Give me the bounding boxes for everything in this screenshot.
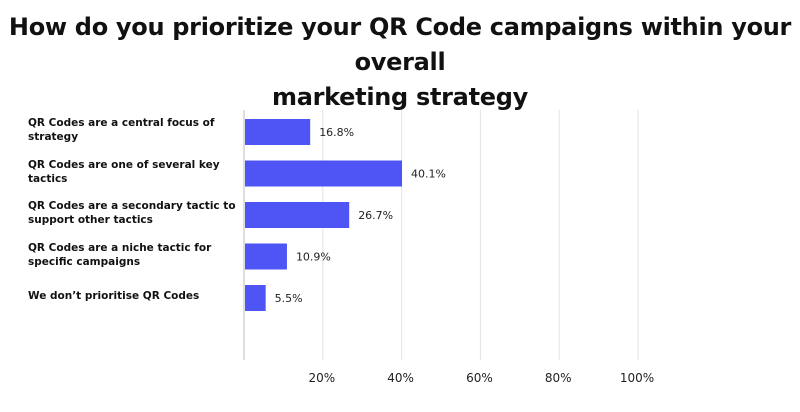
x-tick-label: 60%: [466, 371, 493, 385]
bar: [245, 285, 266, 311]
bar: [245, 202, 350, 228]
chart-title-line-2: marketing strategy: [272, 83, 528, 111]
bar: [245, 243, 287, 270]
category-label: QR Codes are a secondary tactic to suppo…: [28, 200, 236, 226]
category-label: QR Codes are a niche tactic for specific…: [28, 241, 212, 268]
bar: [245, 160, 402, 187]
data-label: 5.5%: [275, 292, 303, 305]
x-tick-label: 40%: [387, 371, 414, 385]
bar: [245, 119, 311, 145]
x-tick-label: 80%: [545, 371, 572, 385]
data-label: 16.8%: [319, 126, 354, 139]
x-tick-label: 100%: [620, 371, 654, 385]
x-tick-label: 20%: [308, 371, 335, 385]
category-label: QR Codes are a central focus of strategy: [28, 117, 215, 143]
category-label: We don’t prioritise QR Codes: [28, 290, 200, 302]
data-label: 26.7%: [358, 209, 393, 222]
chart-title: How do you prioritize your QR Code campa…: [0, 10, 800, 115]
category-label: QR Codes are one of several key tactics: [28, 158, 220, 185]
data-label: 40.1%: [411, 168, 446, 181]
chart-title-line-1: How do you prioritize your QR Code campa…: [8, 13, 792, 76]
data-label: 10.9%: [296, 251, 331, 264]
